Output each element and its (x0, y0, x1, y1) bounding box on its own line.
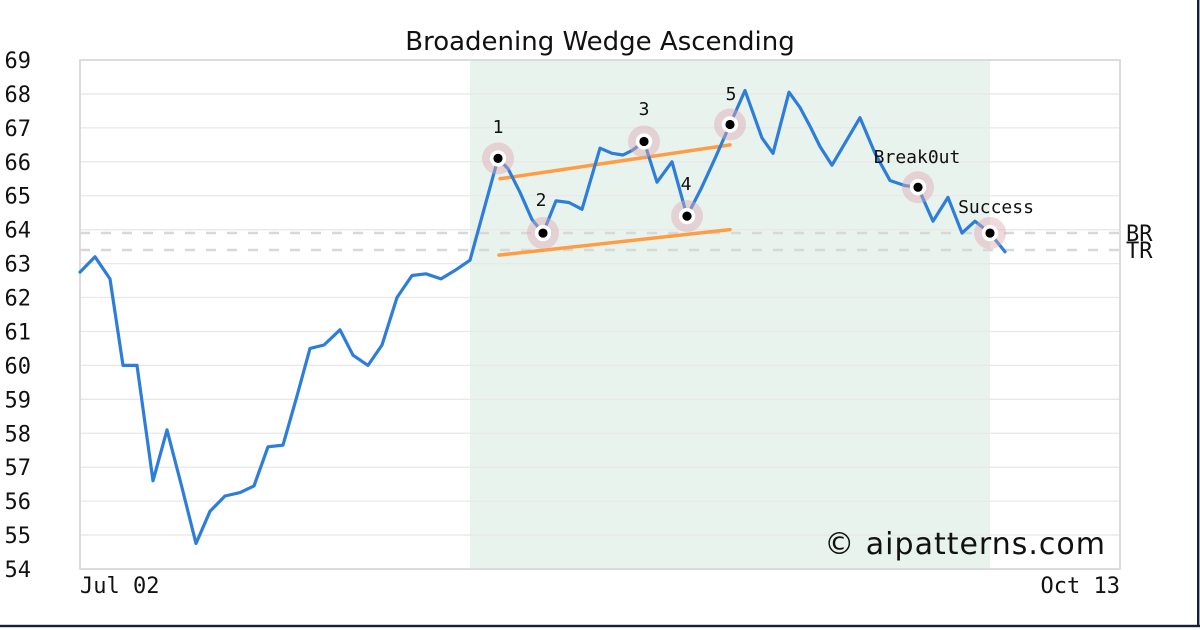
y-tick-label: 57 (5, 456, 32, 481)
x-tick-label-start: Jul 02 (80, 574, 159, 599)
pivot-markers-layer (482, 108, 1006, 250)
price-line (78, 88, 1007, 546)
y-tick-label: 66 (5, 151, 32, 176)
pivot-dot-3 (639, 136, 649, 147)
pivot-label-2: 2 (536, 190, 547, 211)
y-tick-label: 68 (5, 83, 32, 108)
y-tick-label: 58 (5, 422, 32, 447)
upper-trendline (498, 143, 732, 181)
frame-right-bar (1197, 0, 1200, 627)
text-layer: Broadening Wedge Ascending Jul 02 Oct 13… (5, 27, 1154, 599)
pivot-label-4: 4 (681, 174, 692, 195)
y-tick-label: 69 (5, 49, 32, 74)
grid-layer (79, 59, 1121, 570)
pivot-dot-5 (725, 119, 735, 130)
frame-bottom-bar (0, 624, 1200, 628)
price-series-layer (78, 88, 1007, 546)
plot-border (79, 59, 1121, 570)
trendlines-layer (497, 143, 732, 257)
y-tick-label: 61 (5, 320, 32, 345)
pivot-label-success: Success (958, 197, 1034, 218)
y-tick-label: 67 (5, 117, 32, 142)
chart-title: Broadening Wedge Ascending (405, 27, 795, 57)
watermark: © aipatterns.com (824, 527, 1106, 562)
y-tick-label: 60 (5, 354, 32, 379)
pivot-dot-success (985, 228, 995, 238)
y-tick-label: 62 (5, 287, 32, 312)
y-tick-label: 65 (5, 185, 32, 210)
pivot-dot-break0ut (913, 182, 923, 192)
reference-levels-layer (80, 231, 1120, 252)
lower-trendline (497, 227, 732, 257)
y-tick-label: 56 (5, 490, 32, 515)
pivot-label-break0ut: Break0ut (874, 147, 961, 168)
ref-label-0: BR (1126, 222, 1153, 247)
pivot-label-5: 5 (726, 84, 737, 105)
y-tick-label: 54 (5, 558, 32, 583)
pivot-dot-1 (493, 153, 503, 164)
pivot-label-3: 3 (639, 99, 650, 120)
y-tick-label: 63 (5, 253, 32, 278)
ref-label-1: TR (1126, 239, 1153, 264)
y-tick-label: 59 (5, 388, 32, 413)
pivot-dot-2 (538, 228, 548, 238)
y-tick-label: 64 (5, 219, 32, 244)
pivot-label-1: 1 (493, 117, 504, 138)
pivot-dot-4 (682, 211, 692, 221)
x-tick-label-end: Oct 13 (1041, 574, 1120, 599)
y-tick-label: 55 (5, 524, 32, 549)
